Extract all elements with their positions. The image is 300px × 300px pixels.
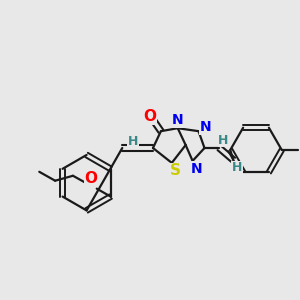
Text: N: N — [200, 120, 211, 134]
Text: H: H — [218, 134, 229, 147]
Text: N: N — [191, 162, 203, 176]
Text: O: O — [143, 109, 157, 124]
Text: O: O — [84, 171, 97, 186]
Text: H: H — [128, 135, 138, 148]
Text: S: S — [170, 163, 181, 178]
Text: H: H — [232, 161, 242, 174]
Text: N: N — [172, 113, 184, 127]
